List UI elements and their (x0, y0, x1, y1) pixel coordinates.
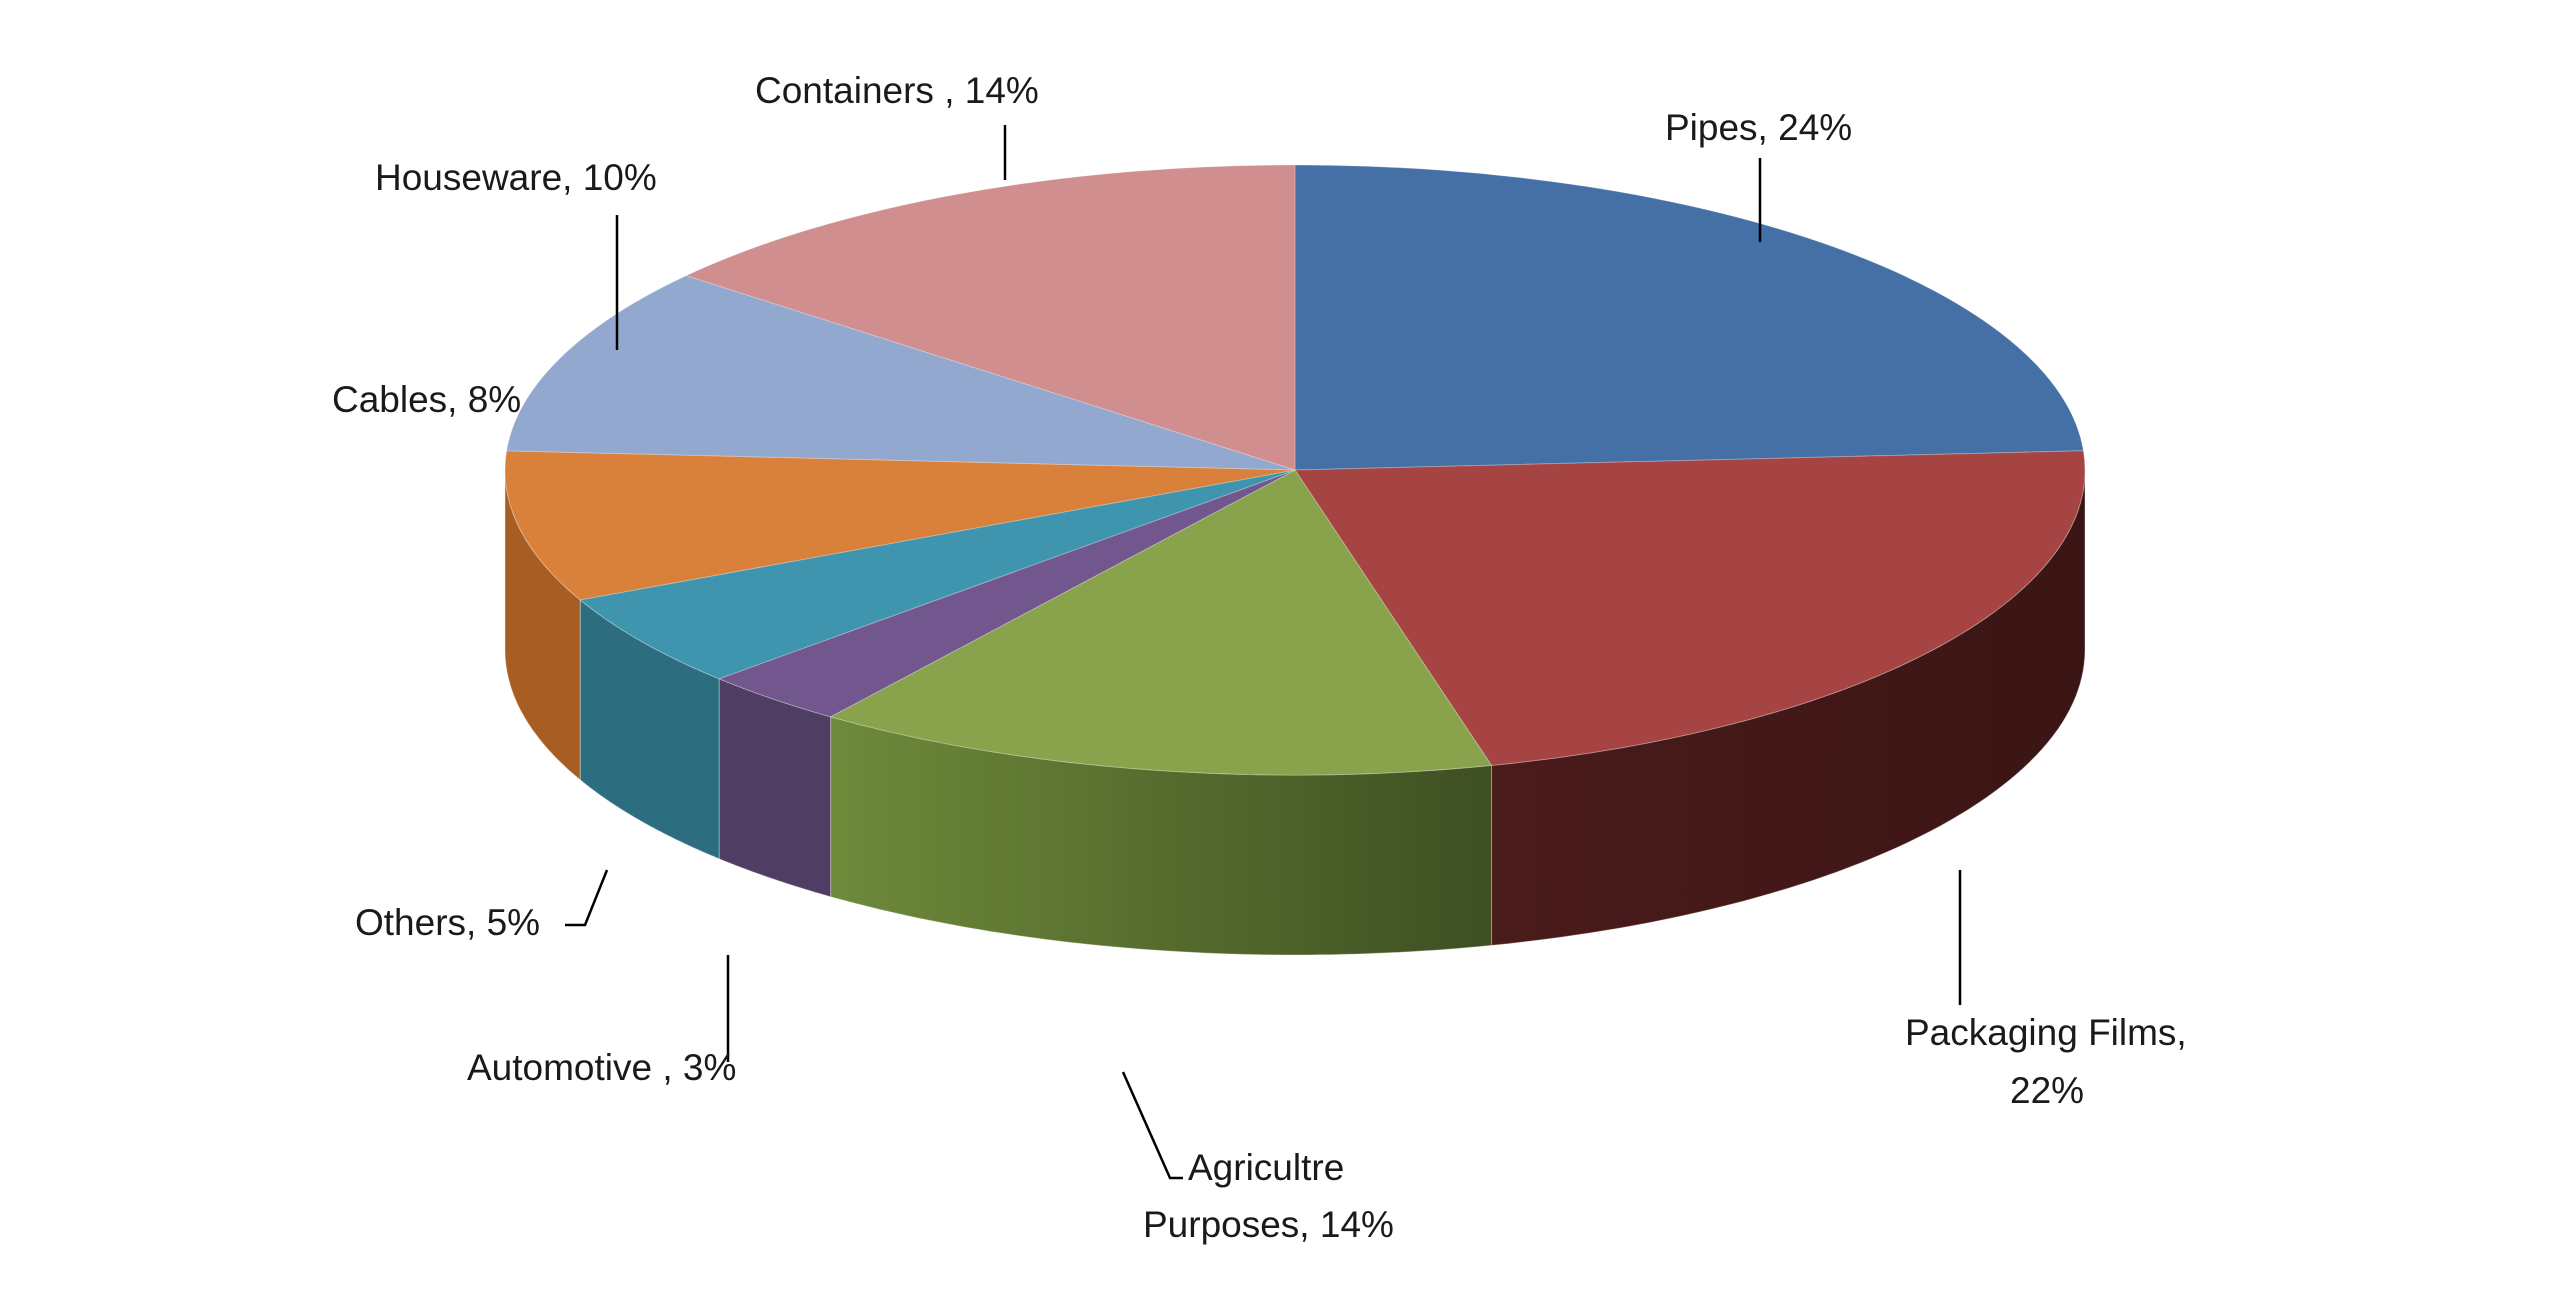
slice-label-agricultre: Agricultre (1188, 1147, 1344, 1188)
slice-label-automotive-3: Automotive , 3% (467, 1047, 736, 1088)
slice-automotive-3 (717, 469, 1296, 718)
slice-label-containers-14: Containers , 14% (755, 70, 1039, 111)
slice-label-houseware-10: Houseware, 10% (375, 157, 657, 198)
slice-label-cables-8: Cables, 8% (332, 379, 521, 420)
slice-labels: Pipes, 24% Packaging Films, 22% Agricultre P… (332, 70, 2187, 1245)
slice-containers-14 (684, 164, 1296, 471)
slice-label-packaging-films-line2: 22% (2010, 1070, 2084, 1111)
pie-sides (504, 469, 2086, 956)
slice-agricultre (829, 469, 1493, 776)
slice-others-5 (579, 469, 1296, 680)
leader-line-others-5 (565, 869, 609, 927)
slice-houseware-10 (506, 275, 1296, 471)
slice-pipes-24 (1294, 164, 2084, 471)
slice-label-packaging-films: Packaging Films, (1905, 1012, 2187, 1053)
slice-label-pipes-24: Pipes, 24% (1665, 107, 1852, 148)
slice-cables-8 (504, 450, 1296, 601)
leader-line-agricultre (1121, 1071, 1183, 1180)
leader-lines (565, 125, 1962, 1180)
pie-tops (504, 164, 2086, 776)
slice-label-others-5: Others, 5% (355, 902, 540, 943)
slice-side-cables-8 (504, 470, 581, 781)
slice-packaging-films (1294, 450, 2086, 766)
slice-label-agricultre-line2: Purposes, 14% (1143, 1204, 1394, 1245)
